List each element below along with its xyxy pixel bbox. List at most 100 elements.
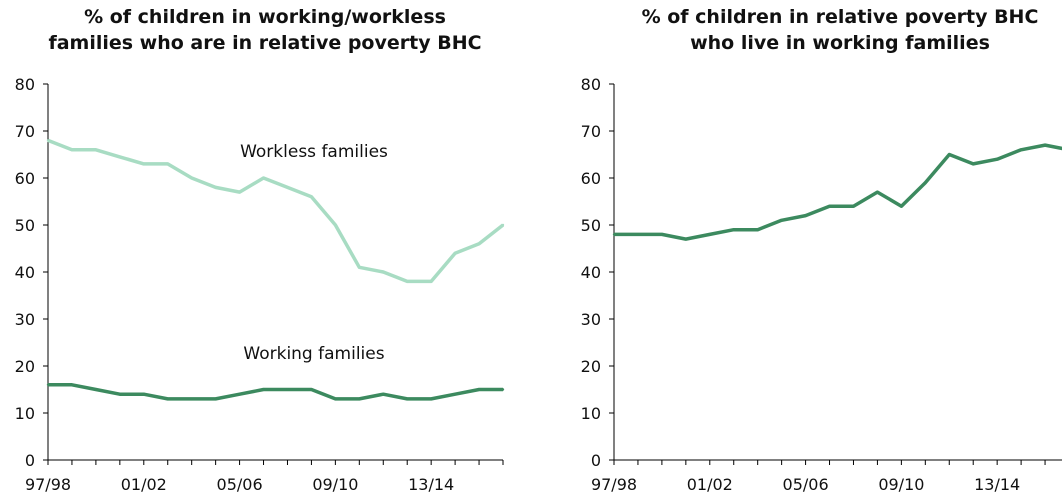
right-series-1-point [1019,148,1023,151]
right-x-tick-label: 01/02 [687,475,733,494]
left-series-1-point [453,252,457,255]
left-series-1-point [310,195,313,198]
left-y-tick-label: 80 [15,75,35,94]
left-y-tick-label: 0 [25,451,35,470]
left-chart-title: % of children in working/workless famili… [0,4,530,56]
left-y-tick-label: 40 [15,263,35,282]
left-series-label-2: Working families [243,344,384,364]
right-series-1-point [660,233,664,236]
left-series-1-point [118,155,122,159]
right-series-1-point [995,158,999,161]
right-chart-title: % of children in relative poverty BHC wh… [560,4,1062,56]
left-series-2-point [453,393,457,396]
left-x-tick-label: 01/02 [121,475,167,494]
left-chart-title-line-2: families who are in relative poverty BHC [48,32,482,54]
right-y-tick-label: 20 [581,357,601,376]
left-y-tick-label: 30 [15,310,35,329]
left-series-1-point [406,280,409,283]
left-series-2-point [166,397,169,401]
left-y-tick-label: 50 [15,216,35,235]
left-series-2-point [358,397,361,401]
right-series-1-point [972,162,975,166]
left-x-tick-label: 05/06 [217,475,263,494]
right-series-1-point [780,219,783,222]
left-series-2-point [334,397,337,401]
left-series-2-point [238,393,241,396]
left-series-2-point [429,397,433,401]
left-series-line-2 [48,383,503,401]
right-y-tick-label: 30 [581,310,601,329]
right-series-1-point [804,214,807,217]
left-series-2-point [382,393,385,396]
left-series-2-point [310,388,313,391]
right-y-tick-label: 70 [581,122,601,141]
right-series-1-point [684,237,688,241]
right-x-tick-label: 97/98 [591,475,637,494]
right-series-1-point [732,228,735,231]
right-series-1-point [1043,143,1047,147]
right-series-1-point [852,205,855,208]
right-chart-title-line-1: % of children in relative poverty BHC [641,6,1039,28]
left-y-tick-label: 60 [15,169,35,188]
left-series-1-point [382,270,385,274]
right-series-1-point [612,233,616,236]
left-series-2-point [118,393,122,396]
right-series-1-point [924,181,927,184]
left-series-1-point [429,280,433,283]
right-series-1-point [876,190,879,194]
left-y-tick-label: 10 [15,404,35,423]
right-series-1-point [636,233,640,236]
right-y-tick-label: 10 [581,404,601,423]
left-series-label-1: Workless families [240,142,388,162]
left-series-1-point [501,223,505,227]
left-series-2-point [142,393,145,396]
right-chart: 0 10 20 30 40 50 60 70 80 97/98 01/02 05/06 09/10 13/… [581,75,1062,494]
left-series-1-point [358,266,361,269]
right-x-tick-label: 13/14 [974,475,1020,494]
right-y-tick-label: 50 [581,216,601,235]
left-series-1-point [238,190,241,194]
right-y-tick-label: 80 [581,75,601,94]
left-x-tick-label: 09/10 [312,475,358,494]
left-series-2-point [477,388,481,391]
left-series-1-point [70,148,74,151]
left-chart-title-line-1: % of children in working/workless [84,6,446,28]
left-series-2-point [406,397,409,401]
right-y-tick-label: 60 [581,169,601,188]
left-series-2-point [286,388,289,391]
right-y-tick-label: 0 [591,451,601,470]
right-series-1-point [900,205,903,208]
left-series-2-point [70,383,74,386]
left-series-1-point [262,176,265,180]
left-x-tick-label: 97/98 [25,475,71,494]
left-series-2-point [94,388,98,391]
left-series-2-point [262,388,265,391]
left-y-tick-label: 70 [15,122,35,141]
left-series-2-point [501,388,505,391]
right-y-tick-label: 40 [581,263,601,282]
right-series-line-1 [614,143,1062,241]
left-y-tick-label: 20 [15,357,35,376]
left-series-line-1 [47,138,505,284]
left-series-1-point [334,223,337,227]
left-chart: 0 10 20 30 40 50 60 70 80 97/98 01/02 05/06 09/10 13/… [15,75,505,494]
left-series-2-point [46,383,50,386]
right-series-1-point [828,205,831,208]
left-series-1-point [166,162,169,166]
right-x-tick-label: 05/06 [783,475,829,494]
right-series-1-point [948,153,951,156]
left-series-1-point [214,186,217,189]
left-series-2-point [214,397,217,401]
right-series-1-point [756,228,759,231]
left-series-1-point [477,242,481,245]
left-series-1-point [142,162,145,166]
right-chart-title-line-2: who live in working families [690,32,990,54]
right-x-tick-label: 09/10 [878,475,924,494]
left-series-2-point [190,397,193,401]
left-series-1-point [190,176,193,180]
right-series-1-point [708,233,711,236]
left-series-1-point [286,186,289,189]
left-series-1-point [46,139,50,142]
